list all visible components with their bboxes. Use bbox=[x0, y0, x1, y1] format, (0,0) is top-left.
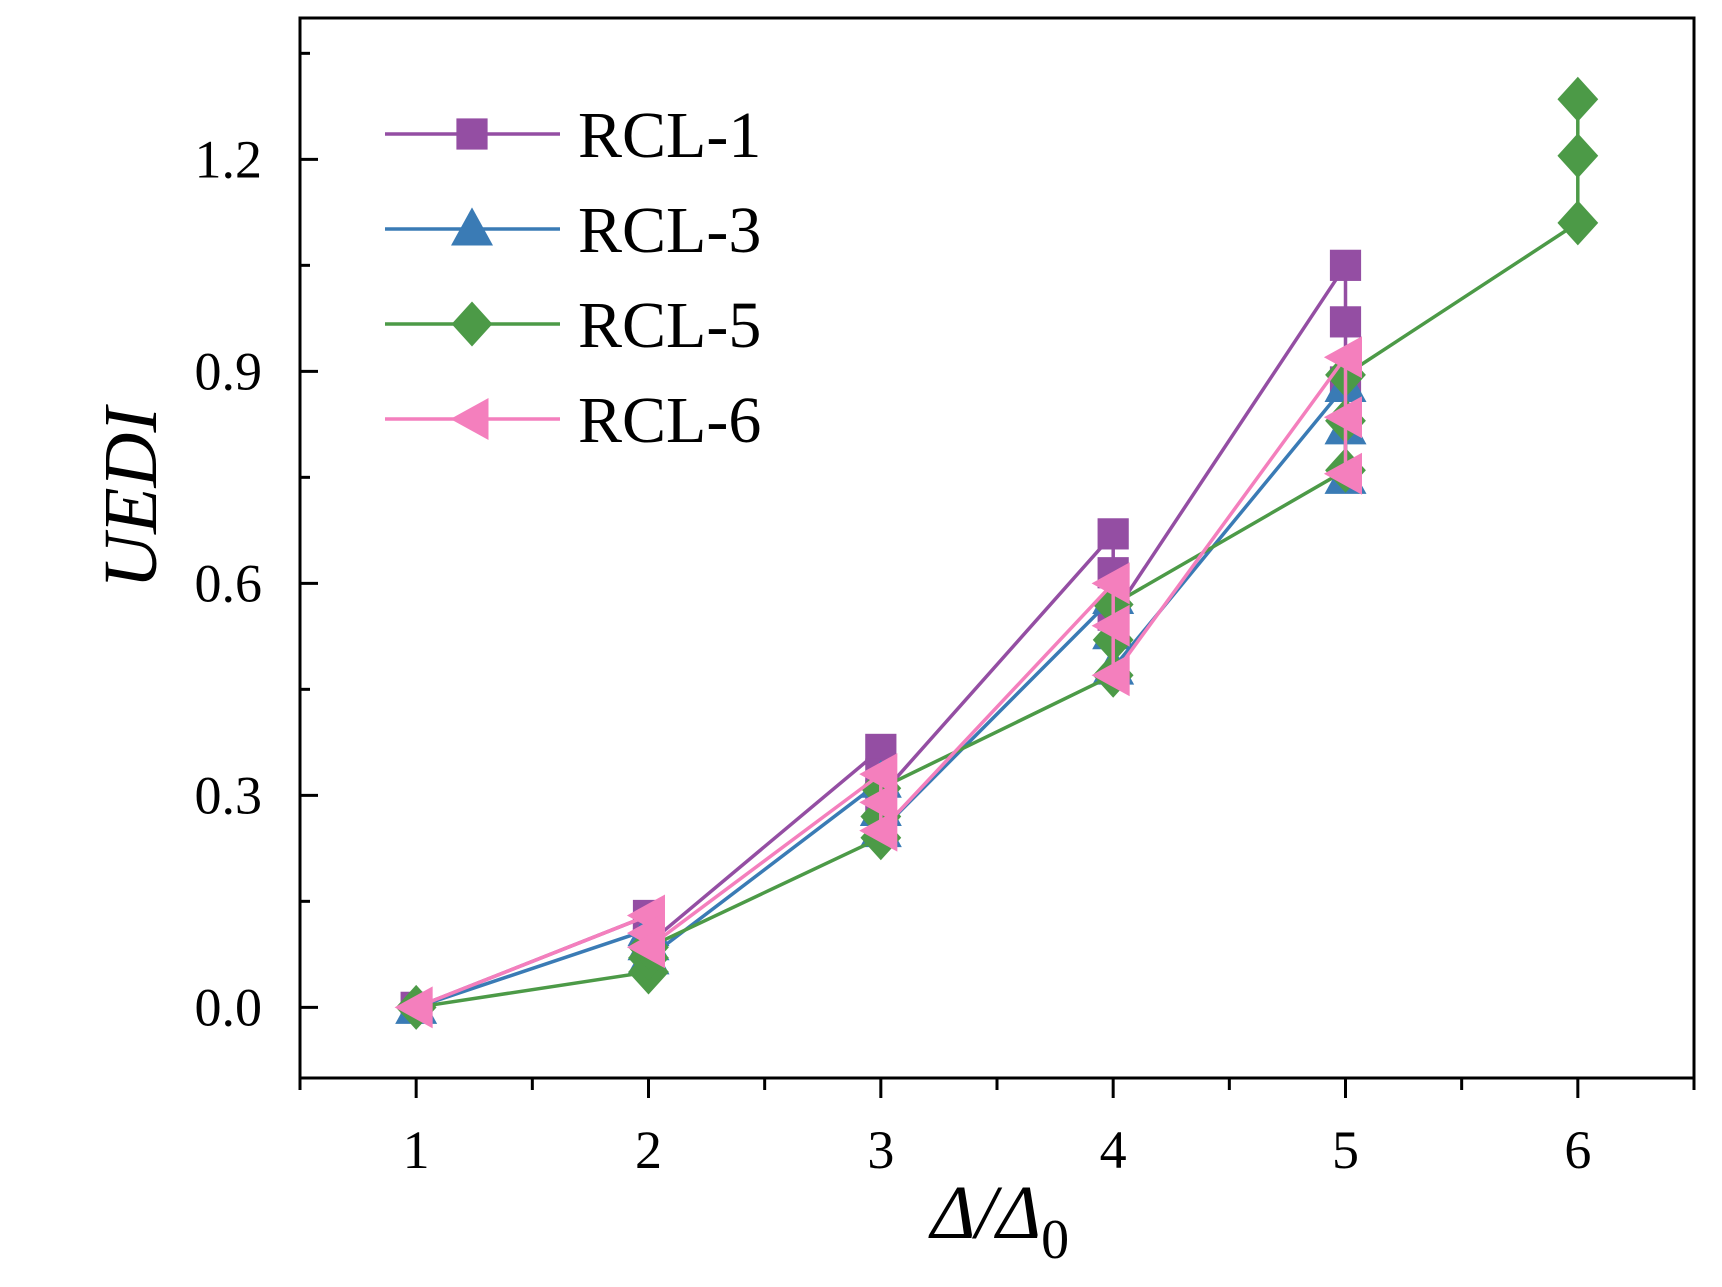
x-tick-label: 1 bbox=[403, 1120, 430, 1180]
series-layer bbox=[394, 76, 1599, 1030]
x-tick-label: 6 bbox=[1564, 1120, 1591, 1180]
legend-marker bbox=[451, 301, 493, 347]
legend-entry-rcl-5: RCL-5 bbox=[385, 289, 761, 362]
legend-label: RCL-3 bbox=[578, 194, 761, 267]
data-point bbox=[1097, 518, 1129, 550]
y-tick-label: 0.3 bbox=[195, 765, 263, 825]
y-tick-label: 0.6 bbox=[195, 553, 263, 613]
data-point bbox=[1323, 396, 1362, 439]
data-point bbox=[626, 926, 665, 969]
y-axis-title: UEDI bbox=[89, 404, 173, 589]
legend-label: RCL-6 bbox=[578, 384, 761, 457]
series-rcl-1 bbox=[400, 249, 1362, 1023]
series-line bbox=[415, 263, 1348, 1009]
series-line bbox=[415, 355, 1348, 1009]
series-rcl-5 bbox=[395, 76, 1599, 1030]
data-point bbox=[394, 986, 433, 1029]
x-tick-label: 2 bbox=[635, 1120, 662, 1180]
data-point bbox=[1329, 249, 1362, 281]
data-point bbox=[1091, 562, 1130, 605]
data-point bbox=[1557, 133, 1599, 179]
legend-label: RCL-5 bbox=[578, 289, 761, 362]
legend-entry-rcl-6: RCL-6 bbox=[385, 384, 761, 457]
data-point bbox=[1557, 76, 1599, 122]
data-point bbox=[859, 781, 898, 824]
plot-frame bbox=[298, 16, 1696, 1080]
y-tick-label: 0.9 bbox=[195, 341, 263, 401]
x-axis-title-main: Δ/Δ bbox=[928, 1171, 1041, 1255]
axis-ticks bbox=[298, 51, 1696, 1098]
x-tick-labels: 1 2 3 4 5 6 bbox=[403, 1120, 1592, 1180]
series-rcl-6 bbox=[394, 336, 1362, 1029]
legend-marker bbox=[451, 207, 493, 246]
legend: RCL-1 RCL-3 RCL-5 RCL-6 bbox=[385, 99, 761, 457]
data-point bbox=[1091, 604, 1130, 647]
legend-marker bbox=[450, 398, 489, 440]
legend-marker bbox=[456, 118, 488, 150]
x-tick-label: 3 bbox=[867, 1120, 894, 1180]
x-tick-label: 5 bbox=[1332, 1120, 1359, 1180]
x-tick-label: 4 bbox=[1100, 1120, 1127, 1180]
legend-label: RCL-1 bbox=[578, 99, 761, 172]
series-line bbox=[415, 383, 1348, 1009]
y-tick-label: 1.2 bbox=[195, 129, 263, 189]
y-tick-labels: 0.0 0.3 0.6 0.9 1.2 bbox=[195, 129, 263, 1037]
data-point bbox=[859, 753, 898, 796]
series-rcl-3 bbox=[395, 363, 1367, 1024]
legend-entry-rcl-1: RCL-1 bbox=[385, 99, 761, 172]
data-point bbox=[1323, 452, 1362, 495]
y-tick-label: 0.0 bbox=[195, 977, 263, 1037]
data-point bbox=[859, 809, 898, 852]
x-axis-title: Δ/Δ0 bbox=[928, 1171, 1069, 1271]
legend-entry-rcl-3: RCL-3 bbox=[385, 194, 761, 267]
data-point bbox=[1329, 306, 1362, 338]
data-point bbox=[1557, 200, 1599, 246]
data-point bbox=[1323, 336, 1362, 379]
x-axis-title-subscript: 0 bbox=[1041, 1209, 1069, 1271]
data-point bbox=[1091, 654, 1130, 697]
